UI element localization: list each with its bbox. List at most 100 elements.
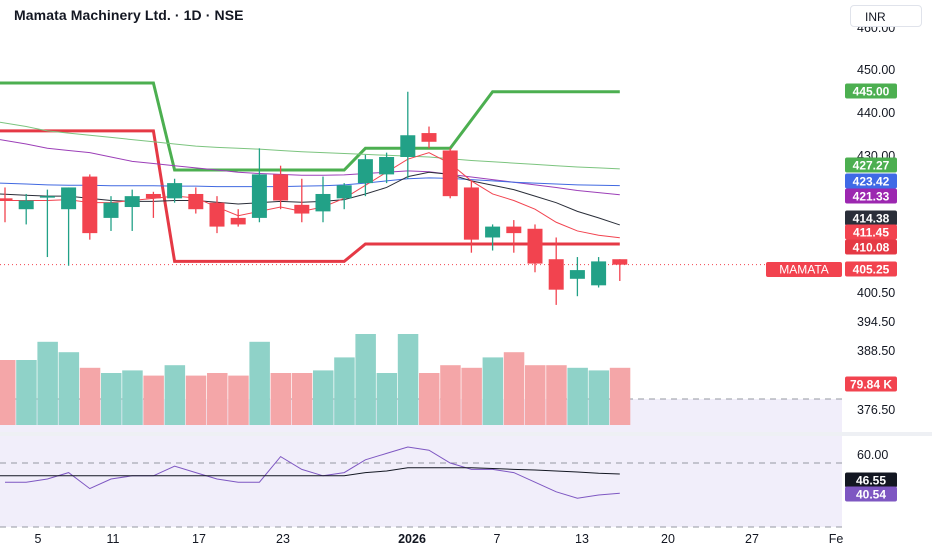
rsi-line xyxy=(5,446,620,499)
lower-channel-badge-text: 410.08 xyxy=(853,241,890,255)
volume-bar xyxy=(482,357,504,425)
price-axis-label: 376.50 xyxy=(857,403,895,417)
candle-body xyxy=(39,196,55,198)
time-axis-label: 13 xyxy=(575,532,589,546)
sma-black-badge xyxy=(845,210,897,226)
candle-body xyxy=(357,159,373,184)
candle-body xyxy=(315,193,331,212)
volume-bar xyxy=(249,341,270,425)
volume-badge-text: 79.84 K xyxy=(850,378,892,392)
price-badge-text: 405.25 xyxy=(853,263,890,277)
candle-body xyxy=(527,228,543,264)
candle-body xyxy=(82,176,98,234)
sma-blue-badge-text: 423.42 xyxy=(853,175,890,189)
volume-bar xyxy=(525,365,546,425)
volume-bar xyxy=(291,373,313,425)
volume-bar xyxy=(419,373,440,425)
candle-body xyxy=(251,174,267,218)
moving-average-line xyxy=(0,177,620,188)
candle-body xyxy=(548,259,564,290)
chart-title[interactable]: Mamata Machinery Ltd. · 1D · NSE xyxy=(14,7,244,23)
sma-red-badge-text: 411.45 xyxy=(853,226,889,240)
volume-bar xyxy=(270,373,292,425)
rsi-sma-line xyxy=(0,467,620,477)
volume-bar xyxy=(143,375,164,425)
candle-body xyxy=(167,183,183,199)
rsi-axis-label: 60.00 xyxy=(857,448,888,462)
lower-channel-badge xyxy=(845,239,897,255)
time-axis-label: 7 xyxy=(494,532,501,546)
candle-body xyxy=(18,200,34,210)
candle-body xyxy=(0,198,13,201)
symbol-tag xyxy=(766,262,842,277)
volume-bar xyxy=(313,370,334,425)
time-axis-label: Fe xyxy=(829,532,844,546)
candle-body xyxy=(400,135,416,157)
candle-body xyxy=(379,157,395,175)
rsi-sma-badge-text: 46.55 xyxy=(856,474,886,488)
candle-body xyxy=(591,261,607,286)
sma-red-badge xyxy=(845,224,897,240)
candle-body xyxy=(294,204,310,214)
volume-bar xyxy=(440,365,461,425)
sma-black-badge-text: 414.38 xyxy=(853,212,890,226)
rsi-badge xyxy=(845,486,897,502)
candle-body xyxy=(61,187,77,210)
sma-green-badge xyxy=(845,157,897,173)
time-axis-label: 2026 xyxy=(398,532,426,546)
candle-body xyxy=(188,193,204,210)
candle-body xyxy=(336,185,352,199)
volume-bar xyxy=(588,370,610,425)
candle-body xyxy=(145,193,161,199)
volume-bar xyxy=(228,375,249,425)
price-axis-label: 440.00 xyxy=(857,106,895,120)
candle-body xyxy=(103,202,119,218)
candle-body xyxy=(485,226,501,238)
candle-body xyxy=(273,174,289,201)
symbol-tag-text: MAMATA xyxy=(779,263,829,277)
sma-purple-badge-text: 421.33 xyxy=(853,190,890,204)
candle-body xyxy=(124,196,140,208)
moving-average-line xyxy=(0,171,620,226)
volume-bar xyxy=(164,365,186,425)
sma-green-badge-text: 427.27 xyxy=(853,159,890,173)
price-axis-label: 394.50 xyxy=(857,315,895,329)
price-axis-label: 400.50 xyxy=(857,286,895,300)
time-axis-label: 23 xyxy=(276,532,290,546)
currency-selector[interactable]: INR xyxy=(850,5,922,27)
price-axis-label: 450.00 xyxy=(857,63,895,77)
volume-badge xyxy=(845,376,897,392)
price-badge xyxy=(845,261,897,277)
volume-bar xyxy=(79,367,101,425)
candle-body xyxy=(612,259,628,265)
candle-body xyxy=(421,133,437,142)
price-axis-label: 388.50 xyxy=(857,344,895,358)
candle-body xyxy=(209,202,225,227)
time-axis-label: 11 xyxy=(107,532,120,546)
time-axis-label: 5 xyxy=(35,532,42,546)
candle-body xyxy=(442,150,458,197)
volume-bar xyxy=(58,352,80,425)
volume-bar xyxy=(567,367,588,425)
sma-purple-badge xyxy=(845,188,897,204)
volume-bar xyxy=(355,334,376,425)
volume-bar xyxy=(16,360,37,425)
candle-body xyxy=(463,187,479,240)
volume-bar xyxy=(397,334,419,425)
lower-channel-line xyxy=(0,129,620,263)
time-axis-label: 20 xyxy=(661,532,675,546)
time-axis-label: 27 xyxy=(745,532,759,546)
upper-channel-badge xyxy=(845,83,897,99)
volume-bar xyxy=(101,373,122,425)
volume-bar xyxy=(37,341,58,425)
time-axis-label: 17 xyxy=(192,532,206,546)
volume-bar xyxy=(185,375,207,425)
pane-separator[interactable] xyxy=(0,432,932,436)
upper-channel-badge-text: 445.00 xyxy=(853,85,890,99)
volume-bar xyxy=(546,365,567,425)
volume-bar xyxy=(376,373,398,425)
volume-bar xyxy=(0,360,16,425)
volume-bar xyxy=(461,367,482,425)
volume-bar xyxy=(207,373,228,425)
